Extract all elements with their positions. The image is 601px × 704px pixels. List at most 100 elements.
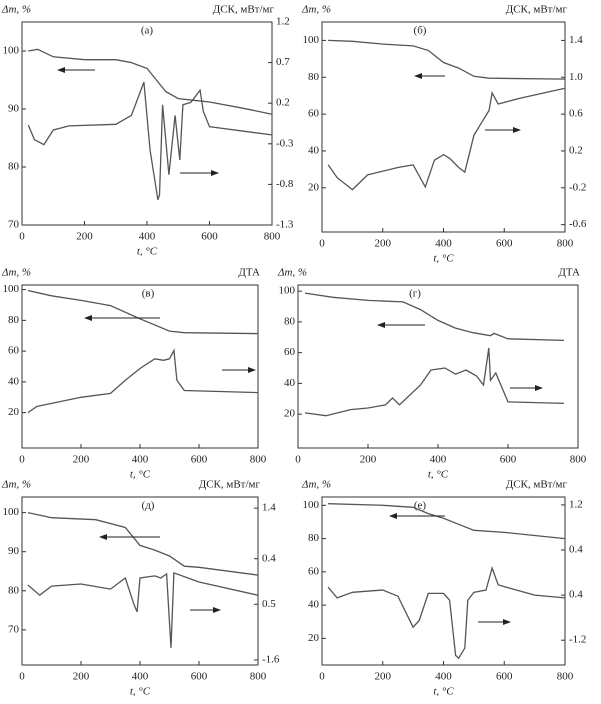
y2-tick-label: 0.2 [276,97,290,109]
x-tick-label: 600 [496,238,513,250]
y2-axis-label: ДТА [238,267,260,279]
y-tick-label: 90 [8,103,20,115]
y-tick-label: 20 [308,632,320,644]
curve [27,81,273,201]
y2-tick-label: -1.2 [569,634,586,646]
panel-label: (а) [141,25,154,37]
curve [27,511,259,576]
y2-tick-label: -1.6 [262,653,280,665]
y-tick-label: 80 [308,71,320,83]
y-tick-label: 40 [284,377,296,389]
y-tick-label: 40 [8,375,20,387]
curve [27,289,259,335]
x-tick-label: 800 [570,454,587,466]
y-tick-label: 60 [284,346,296,358]
x-tick-label: 400 [435,238,452,250]
x-tick-label: 800 [250,671,267,683]
y2-tick-label: -0.2 [569,181,586,193]
x-tick-label: 200 [73,671,90,683]
x-tick-label: 400 [435,671,452,683]
y-tick-label: 20 [8,406,20,418]
plot-frame [297,284,579,449]
y-tick-label: 80 [8,161,20,173]
x-tick-label: 600 [191,454,208,466]
y-tick-label: 90 [8,545,20,557]
y-tick-label: 20 [284,408,296,420]
x-tick-label: 600 [191,671,208,683]
y-tick-label: 100 [303,499,320,511]
curve [304,292,565,342]
x-axis-label: t, °C [130,469,151,481]
y2-tick-label: 1.2 [569,498,583,510]
x-tick-label: 400 [132,454,149,466]
y-tick-label: 80 [8,314,20,326]
y-tick-label: 60 [308,108,320,120]
x-tick-label: 200 [360,454,377,466]
y2-tick-label: 0.4 [569,544,583,556]
x-axis-label: t, °C [433,253,454,265]
curve [328,39,566,80]
y2-tick-label: 0.6 [569,108,583,120]
y-tick-label: 20 [308,181,320,193]
y2-axis-label: ДСК, мВт/мг [506,479,568,491]
y2-tick-label: -0.3 [276,137,294,149]
x-tick-label: 800 [250,454,267,466]
x-tick-label: 400 [132,671,149,683]
curve [327,87,566,191]
curve [328,503,566,540]
y-tick-label: 100 [3,283,20,295]
x-tick-label: 200 [76,231,93,243]
plot-frame [21,284,259,449]
curve [28,48,273,115]
y2-axis-label: ДСК, мВт/мг [199,479,261,491]
y2-tick-label: 0.4 [262,552,276,564]
curve [27,348,259,414]
y-axis-label: Δm, % [1,4,31,16]
x-tick-label: 0 [319,671,325,683]
panel-label: (г) [409,288,421,300]
plot-frame [21,21,273,226]
plot-frame [321,496,566,666]
x-tick-label: 600 [496,671,513,683]
curve [327,565,566,660]
y2-tick-label: 0.5 [262,598,276,610]
y-axis-label: Δm, % [277,267,307,279]
x-tick-label: 200 [375,671,392,683]
x-tick-label: 200 [375,238,392,250]
x-tick-label: 0 [19,231,25,243]
y2-tick-label: 0.2 [569,144,583,156]
y-axis-label: Δm, % [1,267,31,279]
y-tick-label: 40 [308,599,320,611]
y-tick-label: 70 [8,623,20,635]
x-tick-label: 400 [430,454,447,466]
x-tick-label: 0 [319,238,325,250]
x-axis-label: t, °C [137,246,158,258]
x-tick-label: 0 [19,454,25,466]
x-tick-label: 800 [557,671,574,683]
y2-tick-label: -0.6 [569,218,587,230]
y2-tick-label: 1.4 [262,502,276,514]
x-tick-label: 400 [139,231,156,243]
x-tick-label: 600 [500,454,517,466]
y-tick-label: 100 [3,506,20,518]
y2-tick-label: -1.3 [276,219,294,231]
panel-label: (в) [142,288,155,300]
y2-tick-label: -0.8 [276,178,294,190]
x-axis-label: t, °C [428,469,449,481]
y-tick-label: 80 [284,315,296,327]
x-tick-label: 800 [264,231,281,243]
x-tick-label: 800 [557,238,574,250]
panel-label: (б) [414,25,427,37]
x-tick-label: 0 [295,454,301,466]
x-axis-label: t, °C [433,686,454,698]
y2-axis-label: ДСК, мВт/мг [506,4,568,16]
y2-axis-label: ДТА [558,267,580,279]
y2-tick-label: 1.2 [276,16,290,28]
y-tick-label: 80 [308,532,320,544]
x-tick-label: 600 [201,231,218,243]
y-tick-label: 100 [3,45,20,57]
y2-tick-label: 0.7 [276,56,290,68]
y-axis-label: Δm, % [301,479,331,491]
curve [304,347,565,417]
